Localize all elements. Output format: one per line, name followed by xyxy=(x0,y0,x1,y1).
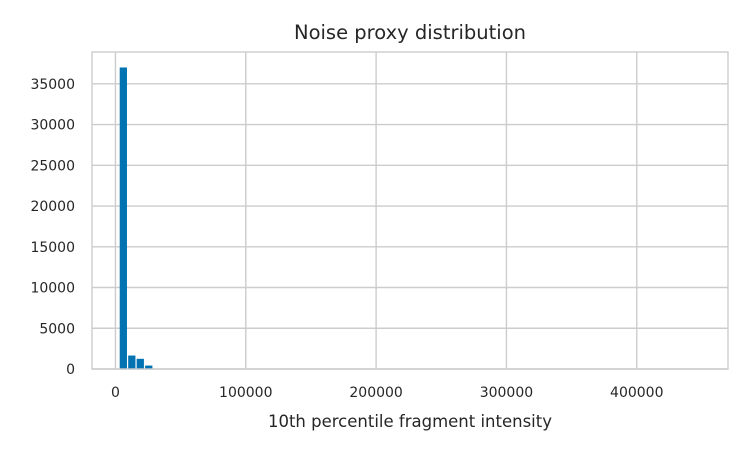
x-tick-label: 400000 xyxy=(610,385,663,401)
y-tick-label: 35000 xyxy=(30,77,75,93)
histogram-bar xyxy=(119,67,127,370)
y-tick-label: 10000 xyxy=(30,281,75,297)
y-tick-label: 30000 xyxy=(30,118,75,134)
y-tick-label: 25000 xyxy=(30,158,75,174)
x-axis-title: 10th percentile fragment intensity xyxy=(268,412,552,431)
histogram-bar xyxy=(128,355,136,369)
y-tick-label: 5000 xyxy=(39,321,75,337)
plot-frame xyxy=(91,51,729,370)
bars xyxy=(119,67,161,370)
grid xyxy=(92,52,728,370)
histogram-bar xyxy=(136,358,144,369)
x-tick-label: 300000 xyxy=(480,385,533,401)
x-tick-labels: 0 100000 200000 300000 400000 xyxy=(111,385,663,401)
x-tick-label: 200000 xyxy=(349,385,402,401)
x-tick-label: 100000 xyxy=(219,385,272,401)
y-tick-label: 15000 xyxy=(30,240,75,256)
y-tick-labels: 0 5000 10000 15000 20000 25000 30000 35000 xyxy=(30,77,75,378)
chart-title: Noise proxy distribution xyxy=(294,21,526,44)
x-tick-label: 0 xyxy=(111,385,120,401)
y-tick-label: 20000 xyxy=(30,199,75,215)
y-tick-label: 0 xyxy=(66,362,75,378)
histogram-bar xyxy=(145,365,153,369)
